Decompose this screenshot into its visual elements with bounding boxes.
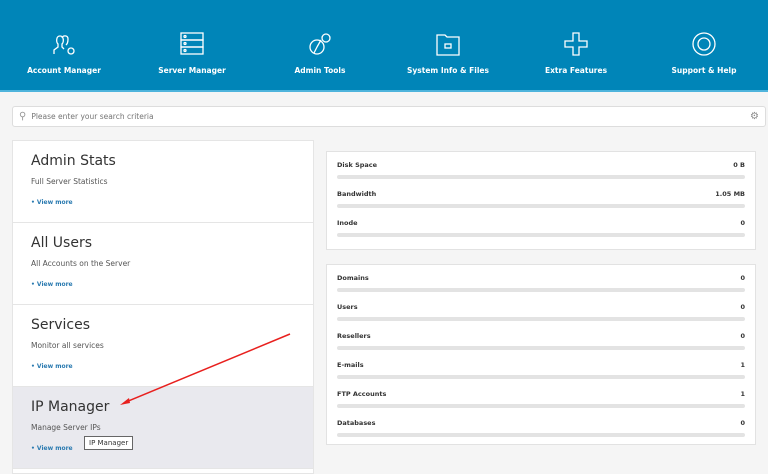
gear-icon[interactable]: ⚙ [750,111,759,122]
progress-bar [337,375,745,379]
view-more-link[interactable]: • View more [31,199,73,206]
stat-value: 0 B [733,161,745,169]
quick-links-panel: Admin Stats Full Server Statistics • View … [12,140,314,474]
stat-value: 0 [740,219,745,227]
nav-system-info[interactable]: System Info & Files [384,0,512,90]
card-all-users[interactable]: All Users All Accounts on the Server • Vie… [13,223,313,305]
progress-bar [337,317,745,321]
stat-value: 0 [740,419,745,427]
progress-bar [337,233,745,237]
stat-value: 0 [740,274,745,282]
lifebuoy-icon [692,32,716,56]
card-services[interactable]: Services Monitor all services • View more [13,305,313,387]
progress-bar [337,204,745,208]
stat-label: Databases [337,419,376,427]
nav-support-help[interactable]: Support & Help [640,0,768,90]
stat-row: E-mails 1 [337,361,745,390]
folder-icon [436,34,460,56]
stat-row: Bandwidth 1.05 MB [337,190,745,219]
stat-value: 1 [740,390,745,398]
progress-bar [337,288,745,292]
card-ip-manager[interactable]: IP Manager Manage Server IPs • View more [13,387,313,469]
top-nav: Account Manager Server Manager Admin Too… [0,0,768,92]
progress-bar [337,346,745,350]
view-more-link[interactable]: • View more [31,445,73,452]
progress-bar [337,433,745,437]
stat-row: Domains 0 [337,274,745,303]
view-more-link[interactable]: • View more [31,363,73,370]
nav-account-manager[interactable]: Account Manager [0,0,128,90]
progress-bar [337,175,745,179]
search-icon: ⚲ [19,111,27,122]
stat-label: Resellers [337,332,371,340]
nav-server-manager[interactable]: Server Manager [128,0,256,90]
progress-bar [337,404,745,408]
stat-value: 0 [740,303,745,311]
search-input[interactable] [31,112,751,121]
counts-box: Domains 0 Users 0 Resellers 0 E-mails 1 FTP Acco… [326,264,756,445]
plus-icon [564,32,588,56]
card-admin-stats[interactable]: Admin Stats Full Server Statistics • View … [13,141,313,223]
server-icon [180,32,204,55]
users-gear-icon [53,35,75,55]
stat-value: 1 [740,361,745,369]
stat-row: Resellers 0 [337,332,745,361]
stat-label: E-mails [337,361,364,369]
stat-value: 1.05 MB [715,190,745,198]
stat-value: 0 [740,332,745,340]
stat-label: Users [337,303,358,311]
stat-label: Bandwidth [337,190,377,198]
stat-label: Disk Space [337,161,378,169]
tools-icon [309,33,331,55]
tooltip: IP Manager [84,436,134,450]
usage-box: Disk Space 0 B Bandwidth 1.05 MB Inode 0 [326,151,756,250]
stat-row: Users 0 [337,303,745,332]
stat-row: Databases 0 [337,419,745,448]
stat-row: FTP Accounts 1 [337,390,745,419]
nav-admin-tools[interactable]: Admin Tools [256,0,384,90]
stat-label: Inode [337,219,358,227]
stat-label: FTP Accounts [337,390,387,398]
stat-label: Domains [337,274,369,282]
stat-row: Inode 0 [337,219,745,248]
nav-extra-features[interactable]: Extra Features [512,0,640,90]
view-more-link[interactable]: • View more [31,281,73,288]
search-bar: ⚲ ⚙ [12,106,766,127]
stat-row: Disk Space 0 B [337,161,745,190]
